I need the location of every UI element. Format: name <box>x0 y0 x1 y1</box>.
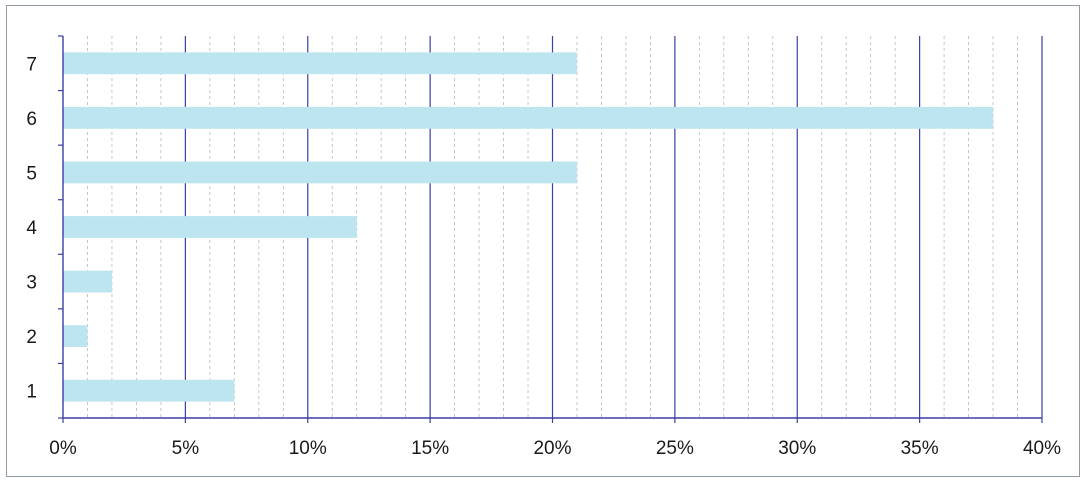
x-tick-marks <box>62 418 1043 423</box>
minor-gridlines <box>87 36 1018 418</box>
x-tick-label: 5% <box>172 438 200 459</box>
x-tick-label: 35% <box>901 438 939 459</box>
bars <box>63 52 994 402</box>
y-tick-label: 5 <box>26 163 37 184</box>
x-tick-label: 40% <box>1023 438 1061 459</box>
x-tick-label: 0% <box>49 438 77 459</box>
y-tick-marks <box>58 35 63 419</box>
x-tick-label: 20% <box>533 438 571 459</box>
bar-5 <box>63 161 577 184</box>
bar-6 <box>63 106 994 129</box>
y-tick-label: 3 <box>26 273 37 294</box>
x-tick-labels: 0% 5% 10% 15% 20% 25% 30% 35% 40% <box>49 438 1061 459</box>
x-tick-label: 10% <box>289 438 327 459</box>
x-tick-label: 30% <box>778 438 816 459</box>
y-tick-label: 6 <box>26 109 37 130</box>
y-tick-label: 1 <box>26 382 37 403</box>
bar-7 <box>63 52 577 75</box>
bar-3 <box>63 270 112 293</box>
y-tick-labels: 1 2 3 4 5 6 7 <box>26 54 37 402</box>
y-tick-label: 7 <box>26 54 37 75</box>
y-tick-label: 4 <box>26 218 37 239</box>
y-tick-label: 2 <box>26 327 37 348</box>
bar-1 <box>63 379 235 402</box>
x-tick-label: 15% <box>411 438 449 459</box>
bar-2 <box>63 325 88 348</box>
x-tick-label: 25% <box>656 438 694 459</box>
bar-4 <box>63 216 357 238</box>
